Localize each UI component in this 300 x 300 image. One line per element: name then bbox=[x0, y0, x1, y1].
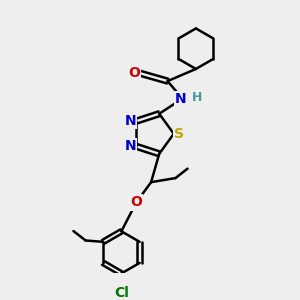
Text: S: S bbox=[174, 127, 184, 141]
Text: N: N bbox=[124, 114, 136, 128]
Text: N: N bbox=[124, 139, 136, 153]
Text: Cl: Cl bbox=[114, 286, 129, 300]
Text: N: N bbox=[175, 92, 187, 106]
Text: H: H bbox=[192, 91, 202, 104]
Text: O: O bbox=[128, 66, 140, 80]
Text: O: O bbox=[130, 195, 142, 209]
